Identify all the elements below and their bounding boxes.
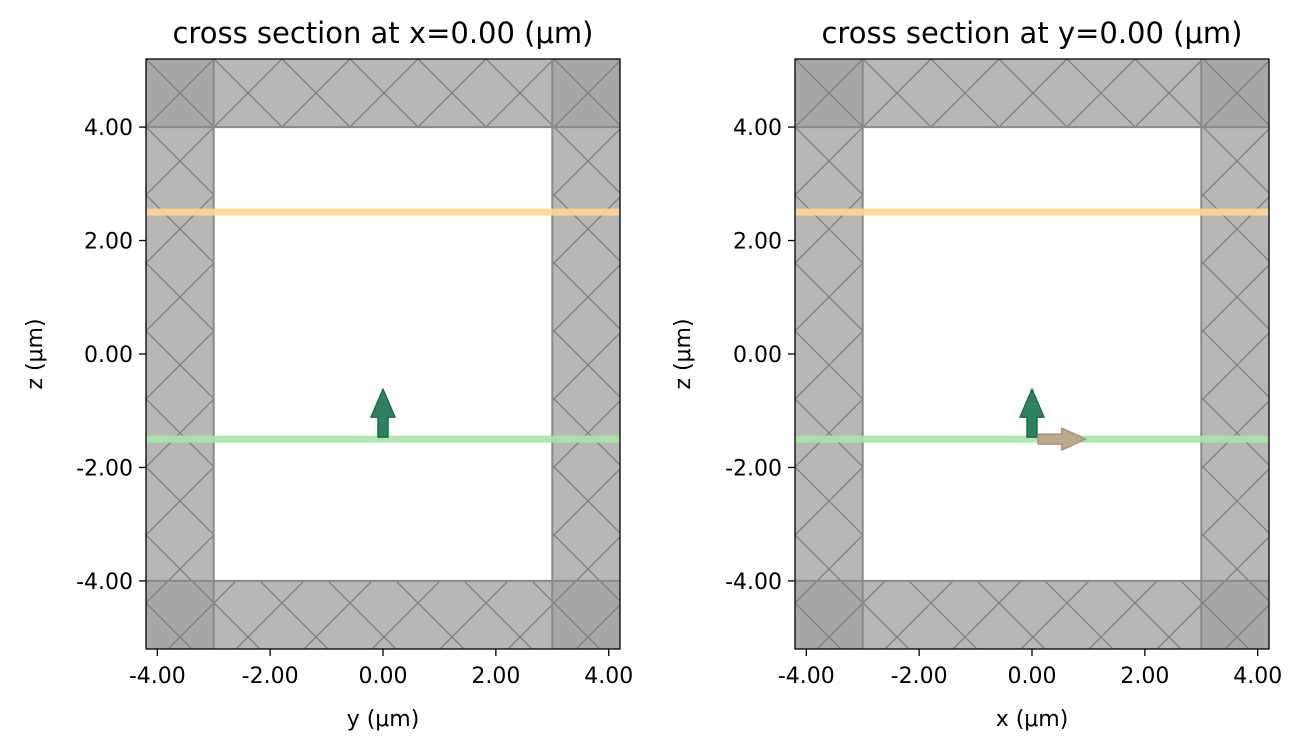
- x-tick-label: 4.00: [1233, 664, 1282, 689]
- y-tick-label: -4.00: [725, 570, 782, 595]
- x-axis-label: y (μm): [347, 707, 420, 732]
- y-tick-label: 4.00: [84, 116, 133, 141]
- x-tick-label: 0.00: [1008, 664, 1057, 689]
- x-tick-label: -4.00: [129, 664, 186, 689]
- x-tick-label: 2.00: [471, 664, 520, 689]
- x-tick-label: 4.00: [584, 664, 633, 689]
- x-tick-label: -2.00: [242, 664, 299, 689]
- plot-area: [146, 59, 620, 649]
- pml-hatch-right: [1201, 59, 1269, 649]
- y-tick-label: -2.00: [725, 456, 782, 481]
- x-axis: -4.00 -2.00 0.00 2.00 4.00: [778, 649, 1282, 689]
- x-axis: -4.00 -2.00 0.00 2.00 4.00: [129, 649, 633, 689]
- y-axis: 4.00 2.00 0.00 -2.00 -4.00: [725, 116, 795, 595]
- pml-hatch-right: [552, 59, 620, 649]
- y-tick-label: 2.00: [733, 230, 782, 255]
- pml-hatch-top: [795, 59, 1269, 128]
- pml-hatch-left: [146, 59, 214, 649]
- y-axis: 4.00 2.00 0.00 -2.00 -4.00: [76, 116, 146, 595]
- pml-hatch-bottom: [795, 580, 1269, 649]
- source-direction-arrow: [1019, 388, 1045, 438]
- y-tick-label: 2.00: [84, 230, 133, 255]
- pml-hatch-top: [146, 59, 620, 128]
- simulation-domain: [862, 127, 1202, 581]
- simulation-domain: [213, 127, 553, 581]
- polarization-arrow: [1037, 427, 1087, 451]
- y-tick-label: -4.00: [76, 570, 133, 595]
- x-tick-label: -2.00: [891, 664, 948, 689]
- y-tick-label: -2.00: [76, 456, 133, 481]
- chart-title: cross section at y=0.00 (μm): [821, 16, 1242, 50]
- x-tick-label: 0.00: [359, 664, 408, 689]
- pml-hatch-bottom: [146, 580, 620, 649]
- cross-section-y-panel: cross section at y=0.00 (μm) -4.00 -2.00 0…: [671, 16, 1282, 732]
- cross-section-x-panel: cross section at x=0.00 (μm) -4.00 -2.00 0…: [23, 16, 633, 732]
- pml-hatch-left: [795, 59, 863, 649]
- y-tick-label: 0.00: [733, 343, 782, 368]
- x-tick-label: 2.00: [1120, 664, 1169, 689]
- y-tick-label: 0.00: [84, 343, 133, 368]
- y-axis-label: z (μm): [671, 318, 696, 389]
- y-tick-label: 4.00: [733, 116, 782, 141]
- source-direction-arrow: [370, 388, 396, 438]
- x-axis-label: x (μm): [996, 707, 1069, 732]
- y-axis-label: z (μm): [23, 318, 48, 389]
- chart-title: cross section at x=0.00 (μm): [172, 16, 593, 50]
- plot-area: [795, 59, 1269, 649]
- x-tick-label: -4.00: [778, 664, 835, 689]
